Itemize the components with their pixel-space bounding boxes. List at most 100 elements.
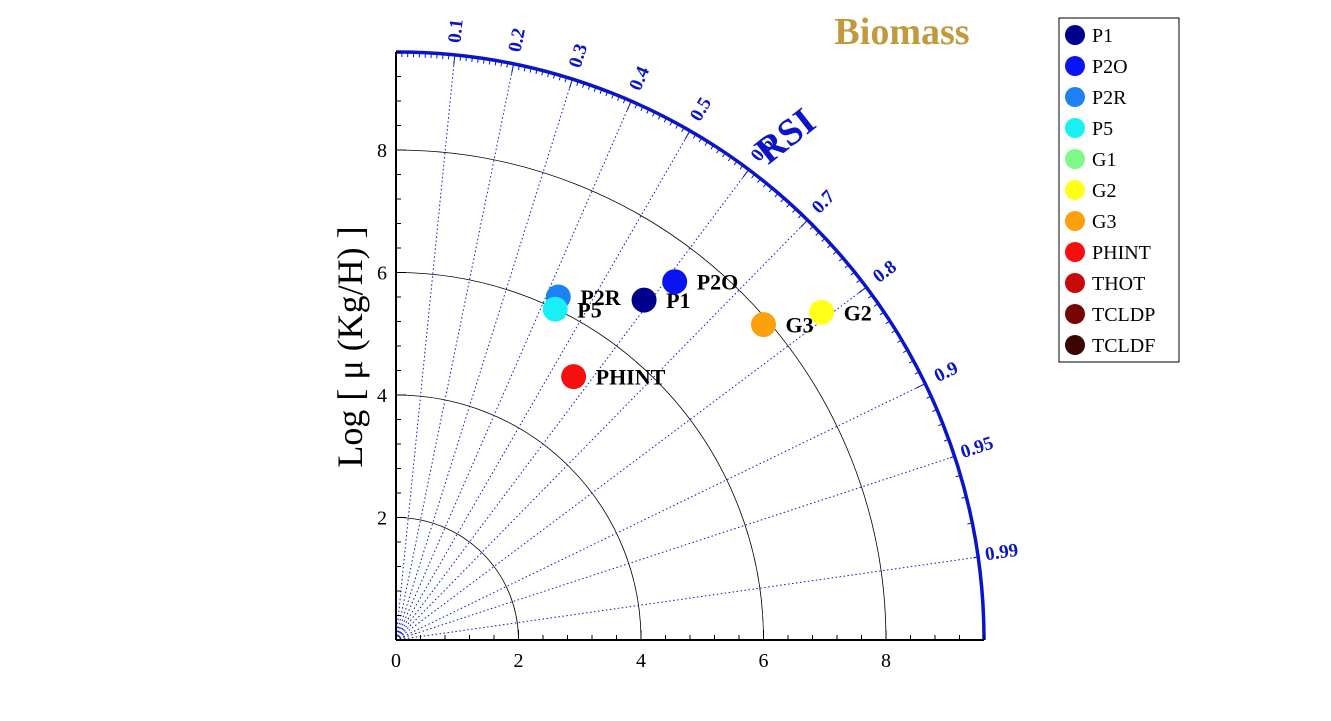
legend-label-p2r: P2R — [1092, 87, 1127, 109]
rsi-minor-tick — [838, 257, 844, 262]
rsi-tick-label: 0.8 — [869, 256, 901, 287]
rsi-minor-tick — [926, 395, 932, 399]
rsi-minor-tick — [568, 78, 573, 89]
rsi-minor-tick — [850, 271, 855, 276]
rsi-minor-tick — [742, 169, 750, 178]
point-label-g3: G3 — [786, 313, 814, 338]
legend-marker-phint — [1065, 242, 1085, 262]
legend-label-g1: G1 — [1092, 149, 1116, 171]
rsi-minor-tick — [733, 160, 738, 166]
legend: P1 P2O P2R P5 G1 G2 G3 PHINT THOT TCLDP TCLDF — [1058, 17, 1180, 363]
rsi-minor-tick — [821, 237, 826, 242]
legend-label-thot: THOT — [1092, 273, 1145, 295]
rsi-tick-label: 0.1 — [444, 18, 467, 44]
rsi-tick-label: 0.3 — [565, 41, 592, 70]
rsi-minor-tick — [564, 77, 567, 83]
legend-marker-g3 — [1065, 211, 1085, 231]
point-label-phint: PHINT — [596, 365, 666, 390]
legend-label-p5: P5 — [1092, 118, 1113, 140]
rsi-outer-arc — [395, 50, 986, 641]
rsi-minor-tick — [722, 152, 726, 158]
rsi-ray-0.8 — [395, 286, 867, 641]
rsi-ray-0.99 — [395, 556, 979, 641]
legend-label-g2: G2 — [1092, 180, 1116, 202]
rsi-minor-tick — [873, 303, 879, 307]
legend-label-g3: G3 — [1092, 211, 1116, 233]
rsi-minor-tick — [471, 56, 473, 63]
rsi-minor-tick — [517, 65, 520, 71]
rsi-tick-label: 0.99 — [984, 540, 1020, 565]
rsi-minor-tick — [599, 89, 603, 95]
rsi-minor-tick — [844, 264, 850, 269]
rsi-minor-tick — [786, 203, 791, 208]
rsi-minor-tick — [891, 329, 897, 334]
rsi-minor-tick — [576, 80, 579, 86]
legend-label-tcldf: TCLDF — [1092, 335, 1155, 357]
legend-marker-tcldf — [1065, 335, 1085, 355]
rsi-minor-tick — [675, 123, 679, 129]
rsi-minor-tick — [955, 474, 961, 478]
legend-label-phint: PHINT — [1092, 242, 1151, 264]
axes-layer: 0.1 0.20.30.40.50.60.70.80.90.950.990 2 4 6 8… — [377, 18, 1020, 672]
radial-arc-2 — [395, 517, 519, 641]
rsi-minor-tick — [727, 156, 732, 162]
point-label-p2r: P2R — [580, 285, 621, 310]
rsi-minor-tick — [762, 183, 767, 188]
rsi-minor-tick — [547, 72, 550, 78]
rsi-minor-tick — [827, 244, 832, 249]
rsi-minor-tick — [523, 66, 526, 72]
point-g3 — [751, 312, 776, 338]
rsi-minor-tick — [488, 59, 491, 65]
rsi-minor-tick — [681, 127, 685, 133]
rsi-ray-0.9 — [395, 383, 926, 641]
rsi-minor-tick — [938, 423, 944, 427]
grid-layer — [395, 54, 979, 641]
rsi-minor-tick — [867, 294, 873, 299]
rsi-minor-tick — [692, 133, 697, 139]
x-tick-label: 0 — [391, 650, 401, 672]
rsi-minor-tick — [710, 144, 714, 150]
y-tick-label: 8 — [377, 140, 387, 162]
radial-arc-8 — [395, 149, 887, 641]
x-tick-label: 4 — [636, 650, 646, 672]
rsi-minor-tick — [902, 349, 908, 353]
legend-marker-g2 — [1065, 180, 1085, 200]
rsi-minor-tick — [809, 225, 814, 230]
rsi-tick-label: 0.7 — [808, 186, 840, 218]
rsi-minor-tick — [932, 409, 938, 412]
rsi-tick-label: 0.4 — [625, 63, 654, 94]
point-phint — [561, 364, 587, 390]
rsi-minor-tick — [494, 60, 497, 66]
rsi-minor-tick — [967, 522, 973, 525]
rsi-minor-tick — [529, 67, 532, 73]
y-tick-label: 6 — [377, 263, 387, 285]
rsi-ray-0.3 — [395, 78, 573, 641]
rsi-minor-tick — [797, 214, 803, 219]
rsi-minor-tick — [800, 219, 808, 228]
legend-marker-p2r — [1065, 87, 1085, 107]
legend-label-p2o: P2O — [1092, 56, 1128, 78]
rsi-minor-tick — [739, 164, 744, 170]
legend-label-p1: P1 — [1092, 25, 1113, 47]
x-tick-label: 2 — [514, 650, 524, 672]
rsi-minor-tick — [640, 106, 644, 112]
rsi-minor-tick — [943, 438, 949, 442]
rsi-minor-tick — [652, 111, 656, 117]
rsi-minor-tick — [605, 91, 609, 97]
rsi-minor-tick — [815, 231, 820, 236]
rsi-tick-label: 0.5 — [686, 94, 716, 125]
rsi-minor-tick — [915, 383, 926, 389]
legend-marker-g1 — [1065, 149, 1085, 169]
legend-marker-tcldp — [1065, 304, 1085, 324]
rsi-minor-tick — [973, 556, 979, 559]
rsi-minor-tick — [500, 61, 503, 67]
rsi-minor-tick — [792, 208, 797, 213]
rsi-minor-tick — [879, 311, 885, 316]
rsi-minor-tick — [684, 130, 691, 140]
rsi-minor-tick — [949, 455, 955, 459]
point-label-g2: G2 — [844, 300, 872, 325]
y-tick-label: 4 — [377, 385, 387, 407]
rsi-minor-tick — [961, 496, 967, 499]
